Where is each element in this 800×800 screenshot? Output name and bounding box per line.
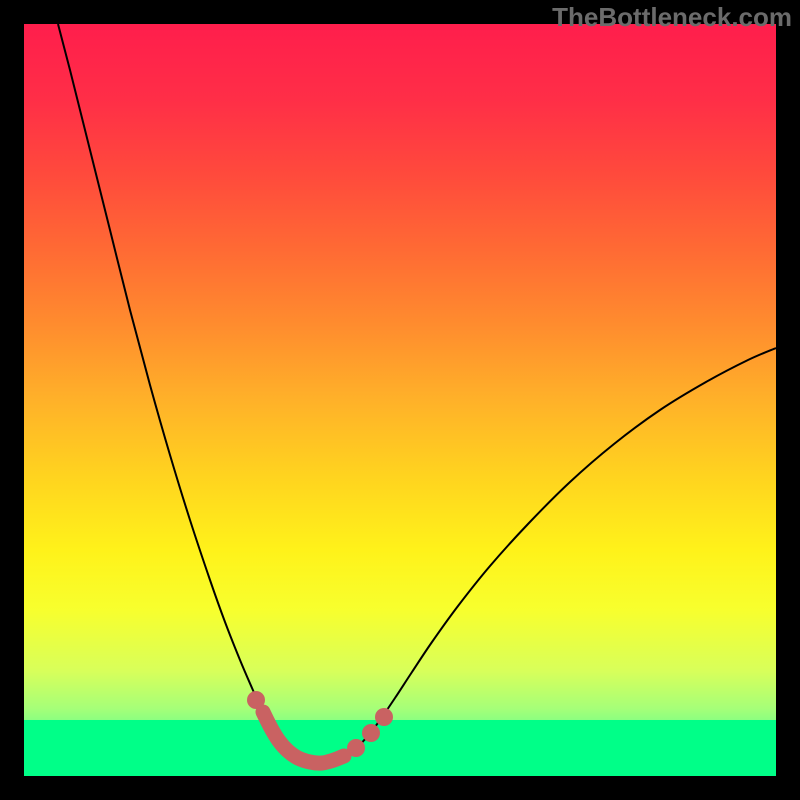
chart-stage: TheBottleneck.com	[0, 0, 800, 800]
green-strip	[24, 720, 776, 776]
bottleneck-curve-chart	[0, 0, 800, 800]
marker-dot-right-1	[362, 724, 380, 742]
marker-dot-right-2	[375, 708, 393, 726]
gradient-panel	[24, 24, 776, 776]
marker-dot-left-0	[247, 691, 265, 709]
marker-dot-right-0	[347, 739, 365, 757]
